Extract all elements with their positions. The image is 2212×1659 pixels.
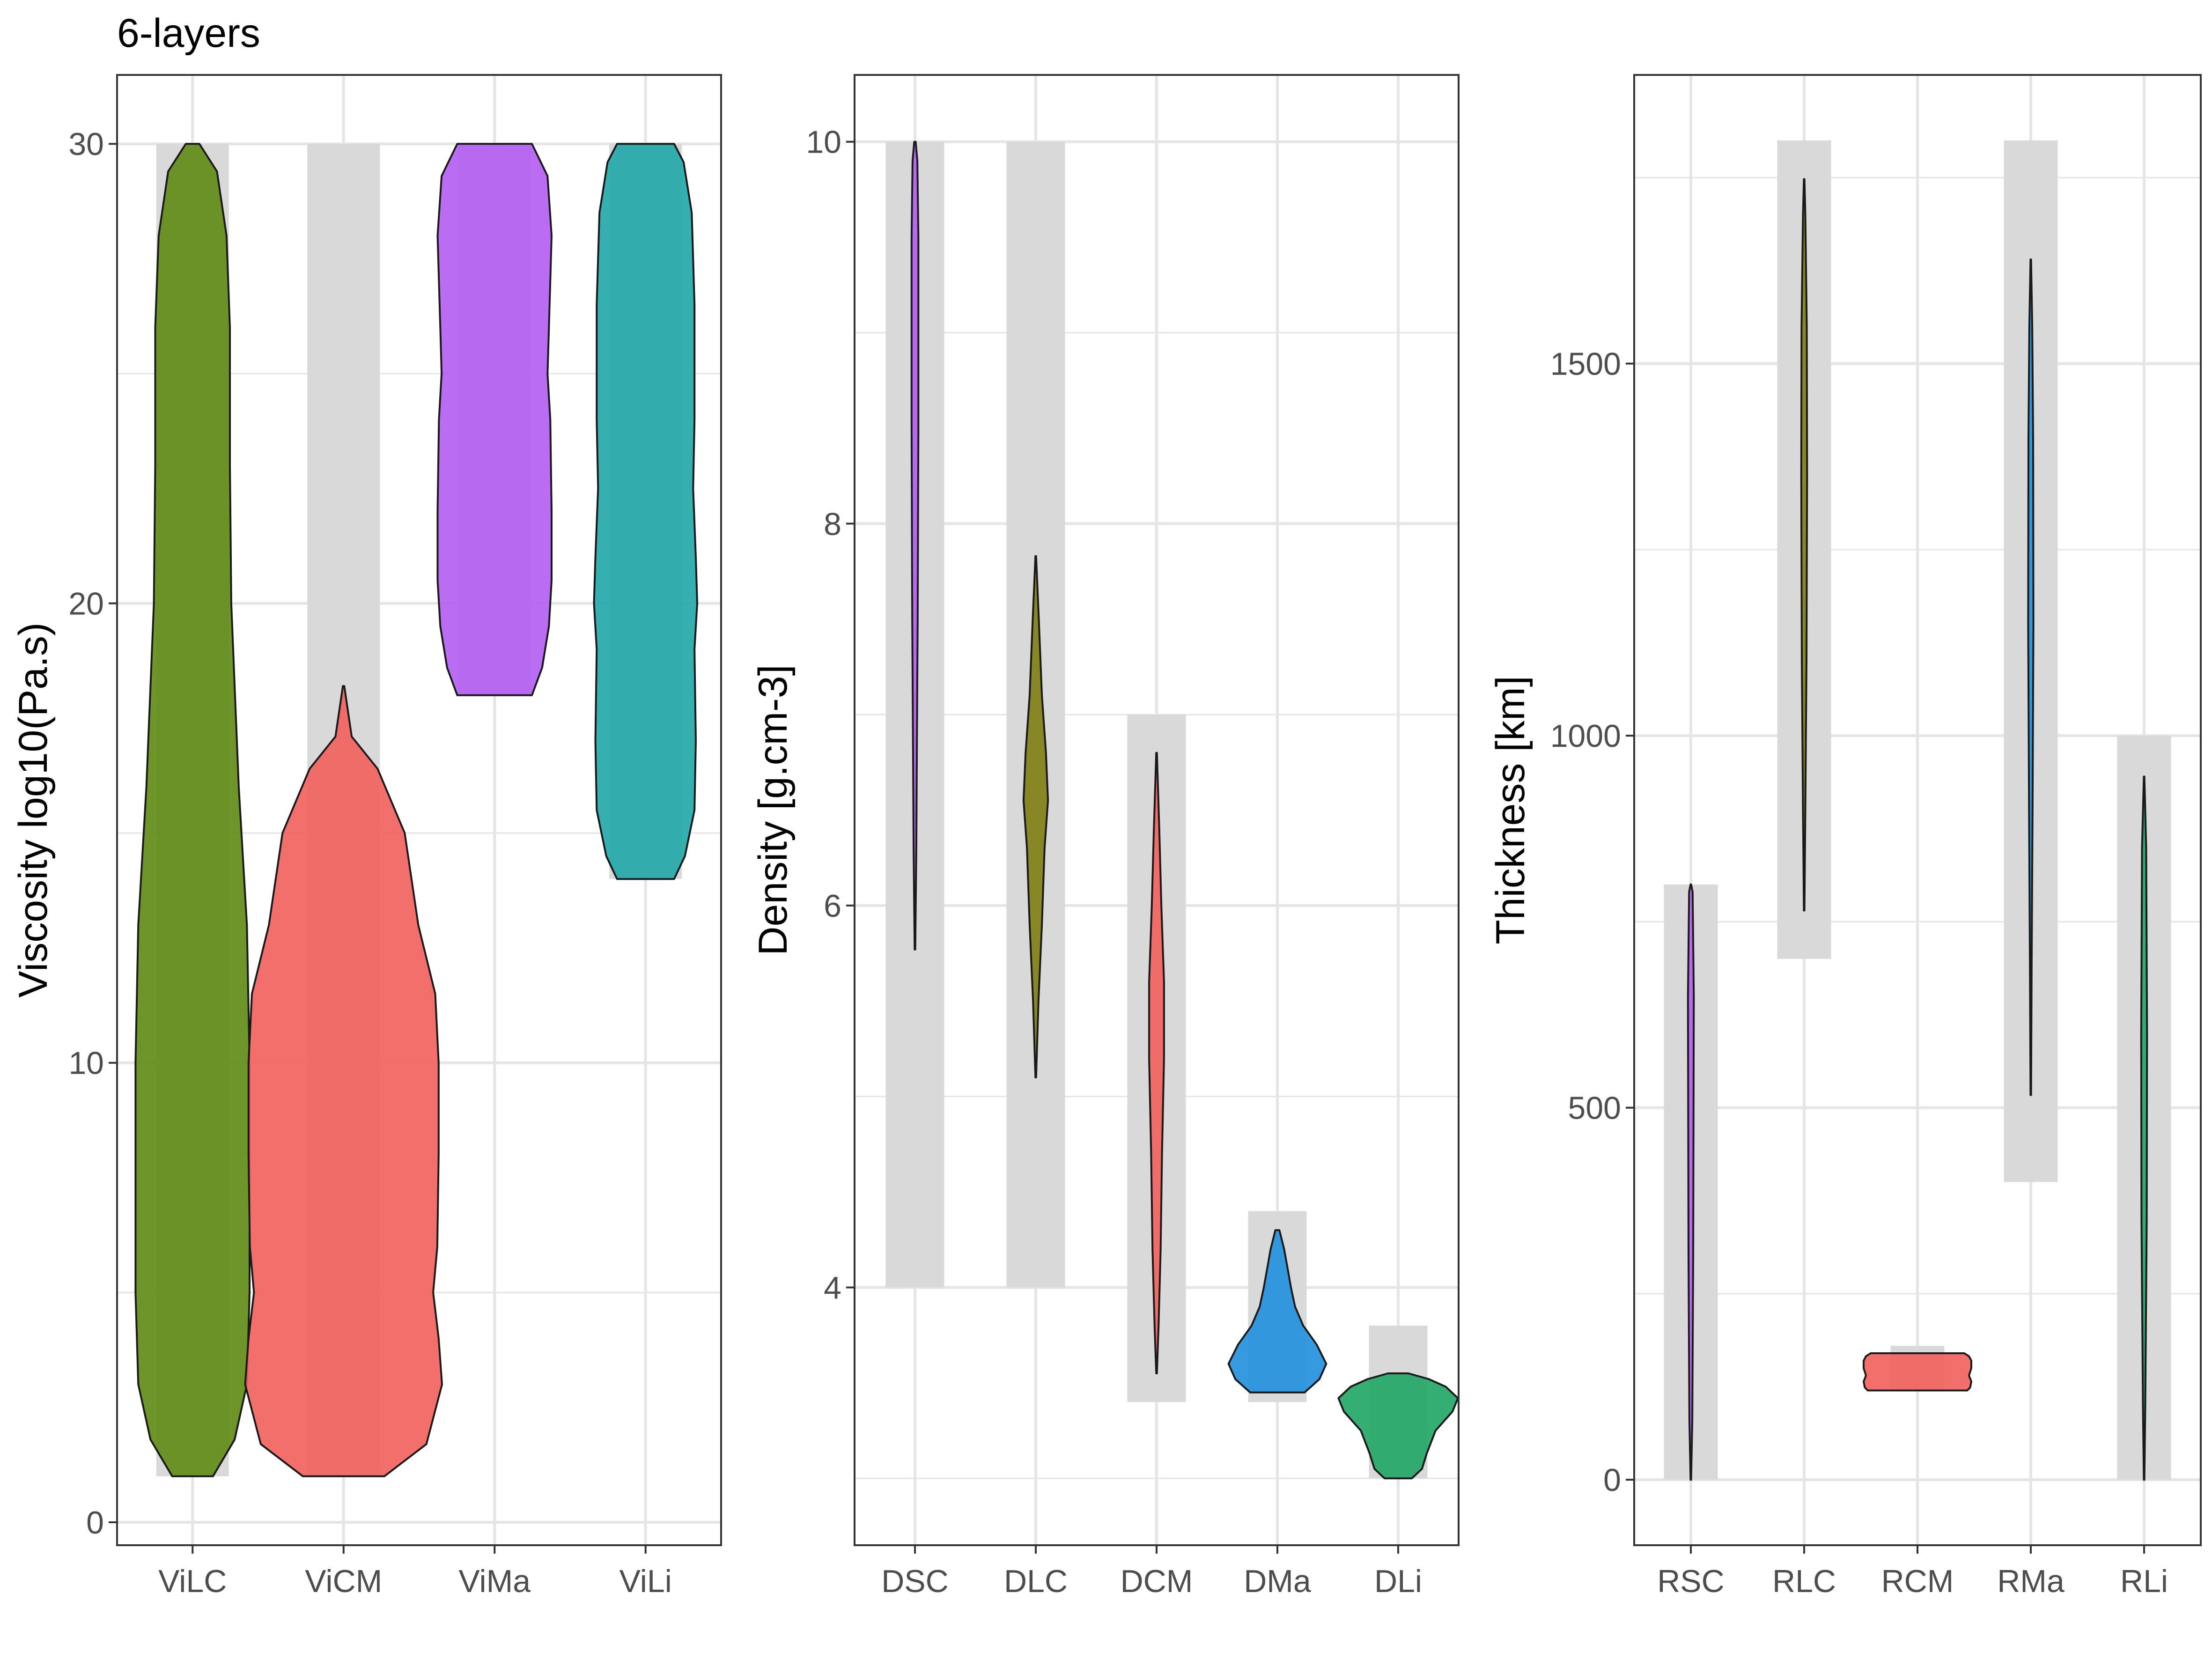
vili-violin <box>593 143 698 880</box>
dlc-x-tick-label: DLC <box>1004 1563 1068 1599</box>
dsc-violin <box>910 140 920 951</box>
figure-title: 6-layers <box>117 11 260 56</box>
dli-violin <box>1337 1372 1459 1480</box>
rcm-violin <box>1863 1352 1972 1392</box>
dlc-violin <box>1022 555 1049 1078</box>
thickness-panel: 0 500 1000 1500 RSC RLC RCM RMa RLi Thickness [km… <box>1488 74 2202 1599</box>
rsc-violin <box>1687 883 1695 1481</box>
viscosity-y-tick-label: 10 <box>68 1046 104 1081</box>
vima-violin <box>436 143 553 696</box>
rma-violin <box>2027 258 2035 1096</box>
vicm-violin <box>244 685 443 1477</box>
rli-violin <box>2140 775 2148 1481</box>
dma-x-tick-label: DMa <box>1244 1563 1311 1599</box>
dsc-x-tick-label: DSC <box>881 1563 949 1599</box>
viscosity-y-tick-label: 20 <box>68 586 104 621</box>
viscosity-panel-border <box>116 74 722 1546</box>
density-y-tick-label: 6 <box>824 888 841 924</box>
vilc-x-tick-label: ViLC <box>158 1563 227 1599</box>
thickness-y-axis-title: Thickness [km] <box>1488 676 1533 944</box>
thickness-y-tick-label: 1000 <box>1550 718 1621 754</box>
density-y-tick-label: 4 <box>824 1270 841 1305</box>
viscosity-y-axis-title: Viscosity log10(Pa.s) <box>11 622 56 997</box>
vicm-x-tick-label: ViCM <box>305 1563 382 1599</box>
density-y-axis-title: Density [g.cm-3] <box>751 664 796 955</box>
rma-x-tick-label: RMa <box>1997 1563 2065 1599</box>
rsc-x-tick-label: RSC <box>1657 1563 1725 1599</box>
density-y-tick-label: 8 <box>824 506 841 542</box>
rli-x-tick-label: RLi <box>2120 1563 2168 1599</box>
vima-x-tick-label: ViMa <box>458 1563 531 1599</box>
viscosity-panel: 0 10 20 30 ViLC ViCM ViMa ViLi Viscosity log10(P… <box>11 74 722 1599</box>
dcm-violin <box>1148 752 1165 1374</box>
thickness-y-tick-label: 1500 <box>1550 347 1621 382</box>
vilc-violin <box>134 143 251 1477</box>
rlc-violin <box>1800 178 1808 912</box>
dli-x-tick-label: DLi <box>1374 1563 1422 1599</box>
viscosity-y-tick-label: 0 <box>86 1505 104 1541</box>
density-panel: 4 6 8 10 DSC DLC DCM DMa DLi Density [g.cm-3] <box>751 74 1460 1599</box>
thickness-y-tick-label: 500 <box>1568 1091 1621 1126</box>
vili-x-tick-label: ViLi <box>619 1563 672 1599</box>
thickness-y-tick-label: 0 <box>1603 1462 1621 1498</box>
dma-violin <box>1227 1229 1327 1394</box>
density-y-tick-label: 10 <box>806 125 841 160</box>
rcm-x-tick-label: RCM <box>1881 1563 1954 1599</box>
rlc-x-tick-label: RLC <box>1772 1563 1836 1599</box>
viscosity-y-tick-label: 30 <box>68 126 104 162</box>
dcm-x-tick-label: DCM <box>1121 1563 1193 1599</box>
